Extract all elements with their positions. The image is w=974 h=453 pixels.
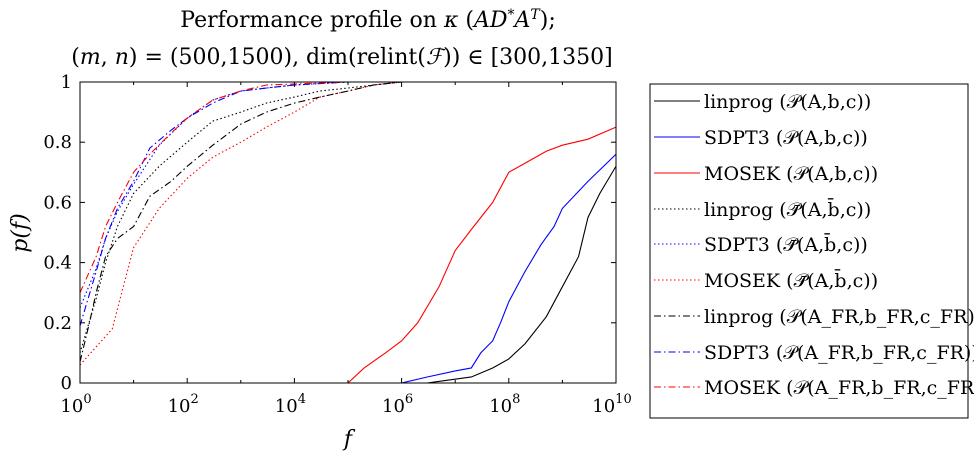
x-tick-label: 108 xyxy=(489,392,520,417)
y-tick-label: 0.4 xyxy=(43,253,72,274)
series-line-9 xyxy=(79,81,616,293)
legend-label-6: MOSEK (𝒫̄(A,b̄,c)) xyxy=(704,268,878,292)
legend-label-9: MOSEK (𝒫(A_FR,b_FR,c_FR)) xyxy=(704,377,974,399)
legend-label-8: SDPT3 (𝒫(A_FR,b_FR,c_FR)) xyxy=(704,342,974,364)
legend-box xyxy=(649,83,969,419)
x-tick-label: 100 xyxy=(60,392,91,417)
series-line-8 xyxy=(79,81,616,326)
legend-label-2: SDPT3 (𝒫(A,b,c)) xyxy=(704,127,868,149)
x-axis-ticks: 100 102 104 106 108 1010 xyxy=(60,82,632,417)
legend-label-4: linprog (𝒫̄(A,b̄,c)) xyxy=(704,197,871,221)
x-tick-label: 106 xyxy=(382,392,413,417)
y-tick-label: 0.8 xyxy=(43,132,72,153)
legend: linprog (𝒫(A,b,c)) SDPT3 (𝒫(A,b,c)) MOSEK … xyxy=(649,83,974,419)
y-axis-ticks: 0 0.2 0.4 0.6 0.8 1 xyxy=(43,72,616,394)
y-axis-label: p(f) xyxy=(8,213,33,252)
plot-area: 100 102 104 106 108 1010 0 0.2 0.4 0.6 0.8 1 xyxy=(43,72,631,417)
legend-label-3: MOSEK (𝒫(A,b,c)) xyxy=(704,163,878,185)
x-tick-label: 1010 xyxy=(592,392,631,417)
series-line-4 xyxy=(79,81,616,354)
x-tick-label: 104 xyxy=(275,392,306,417)
series-line-1 xyxy=(80,165,617,384)
y-tick-label: 0.6 xyxy=(43,192,72,213)
x-axis-label: f xyxy=(342,427,356,452)
chart-title-line1: Performance profile on κ (AD*AT); xyxy=(180,7,556,33)
y-tick-label: 0.2 xyxy=(43,313,72,334)
legend-label-5: SDPT3 (𝒫̄(A,b̄,c)) xyxy=(704,232,868,256)
x-tick-label: 102 xyxy=(168,392,199,417)
y-tick-label: 0 xyxy=(61,373,72,394)
series-layer xyxy=(79,81,617,384)
legend-label-7: linprog (𝒫(A_FR,b_FR,c_FR)) xyxy=(704,306,974,328)
chart-title-line2: (m, n) = (500,1500), dim(relint(ℱ)) ∈ [3… xyxy=(71,45,612,70)
series-line-6 xyxy=(79,81,616,366)
series-line-7 xyxy=(79,81,616,363)
series-line-3 xyxy=(80,126,617,384)
y-tick-label: 1 xyxy=(61,72,72,93)
legend-label-1: linprog (𝒫(A,b,c)) xyxy=(704,91,871,113)
series-line-2 xyxy=(80,153,617,384)
